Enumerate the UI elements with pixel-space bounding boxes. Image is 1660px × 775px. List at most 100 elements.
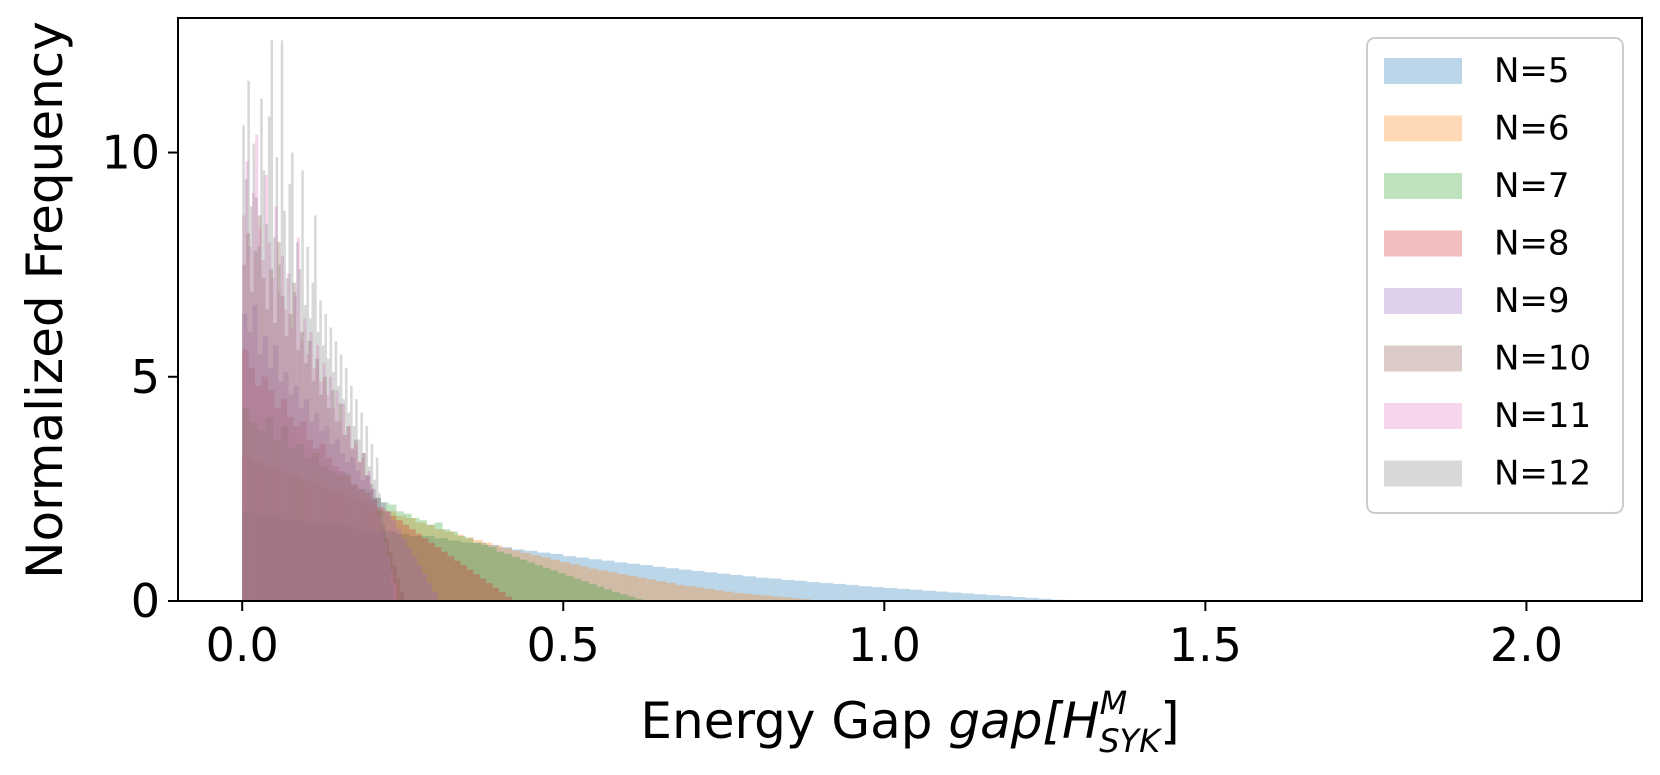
histogram-bar (396, 578, 401, 601)
histogram-bar (307, 340, 312, 601)
histogram-bar (540, 557, 551, 601)
histogram-bar (337, 385, 340, 601)
histogram-bar (406, 547, 412, 601)
histogram-bar (242, 349, 249, 601)
series-n-6 (242, 457, 821, 601)
histogram-bar (348, 426, 352, 601)
histogram-bar (434, 522, 443, 601)
histogram-bar (319, 300, 322, 601)
histogram-bar (306, 246, 309, 601)
histogram-bar (261, 278, 266, 601)
histogram-bar (283, 372, 289, 601)
histogram-bar (386, 556, 390, 601)
histogram-bar (288, 394, 294, 601)
histogram-bar (364, 475, 368, 601)
histogram-bar (601, 560, 615, 601)
histogram-bar (292, 282, 297, 601)
histogram-bar (332, 408, 336, 601)
histogram-bar (301, 170, 304, 601)
histogram-bar (377, 515, 381, 601)
histogram-bar (383, 529, 387, 601)
histogram-bar (442, 529, 451, 601)
histogram-bar (257, 354, 263, 601)
histogram-bar (290, 475, 300, 601)
histogram-bar (357, 461, 362, 601)
y-axis: 0 5 10 (101, 126, 178, 628)
histogram-bar (627, 563, 641, 601)
histogram-bar (316, 345, 320, 601)
histogram-bar (319, 381, 323, 601)
histogram-bar (948, 592, 962, 601)
histogram-bar (466, 569, 474, 601)
histogram-bar (369, 484, 374, 601)
histogram-bar (296, 444, 304, 601)
histogram-bar (781, 597, 792, 601)
histogram-bar (341, 403, 345, 601)
histogram-bar (298, 269, 302, 601)
histogram-bar (375, 497, 381, 601)
histogram-bar (271, 278, 275, 601)
histogram-bar (691, 570, 705, 601)
histogram-bar (367, 504, 378, 601)
histogram-bar (576, 557, 589, 601)
histogram-bar (447, 540, 461, 601)
histogram-bar (365, 475, 371, 601)
histogram-bar (265, 309, 270, 601)
histogram-bar (380, 502, 387, 601)
legend-frame (1366, 37, 1624, 514)
histogram-bar (935, 591, 949, 601)
histogram-bar (563, 556, 577, 601)
histogram-bar (999, 596, 1013, 601)
histogram-bar (344, 527, 358, 601)
histogram-bar (427, 524, 435, 601)
histogram-bar (267, 390, 275, 601)
histogram-bar (910, 589, 923, 601)
histogram-bar (820, 583, 833, 601)
histogram-bar (596, 586, 605, 601)
histogram-bar (370, 531, 384, 601)
histogram-bars (242, 40, 1077, 602)
histogram-bar (288, 448, 297, 601)
histogram-bar (260, 98, 263, 601)
histogram-bar (422, 538, 429, 601)
histogram-bar (332, 524, 345, 601)
histogram-bar (321, 345, 325, 601)
histogram-bar (373, 497, 378, 601)
histogram-bar (730, 574, 744, 601)
histogram-bar (832, 583, 846, 601)
histogram-bar (273, 345, 279, 601)
histogram-bar (329, 444, 335, 601)
histogram-bar (419, 520, 428, 601)
histogram-bar (329, 327, 333, 601)
histogram-bar (483, 542, 493, 601)
histogram-bar (347, 412, 351, 601)
histogram-bar (242, 264, 247, 601)
legend-swatch (1384, 230, 1462, 257)
histogram-bar (291, 152, 294, 602)
histogram-bar (678, 569, 692, 601)
histogram-bar (242, 511, 256, 601)
histogram-bar (370, 500, 378, 601)
legend-swatch (1384, 460, 1462, 487)
histogram-bar (447, 556, 455, 601)
histogram-bar (365, 475, 370, 601)
y-tick-label: 0 (131, 574, 160, 628)
histogram-bar (396, 529, 402, 601)
histogram-bar (402, 524, 410, 601)
histogram-bar (314, 412, 320, 601)
histogram-bar (255, 197, 258, 601)
y-tick-label: 10 (101, 126, 160, 180)
histogram-bar (733, 592, 744, 601)
histogram-bar (252, 305, 258, 601)
histogram-bar (380, 511, 384, 601)
histogram-bar (537, 552, 551, 601)
histogram-bar (261, 260, 265, 601)
histogram-bar (505, 596, 512, 601)
histogram-bar (386, 511, 392, 601)
histogram-bar (280, 40, 284, 601)
histogram-bar (300, 479, 310, 601)
histogram-bar (319, 430, 325, 601)
histogram-bar (409, 529, 416, 601)
histogram-bar (752, 594, 763, 601)
